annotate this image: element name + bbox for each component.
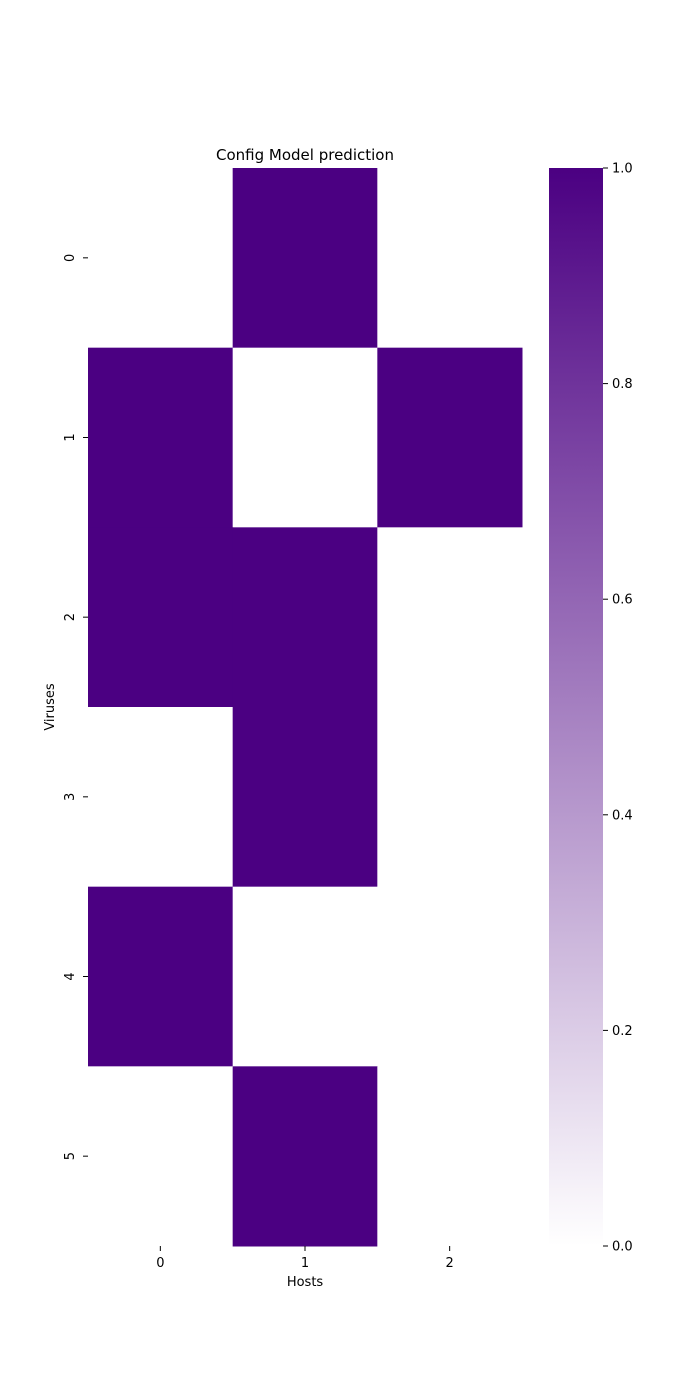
colorbar-tick-label: 1.0 [612,162,633,177]
heatmap-cell [232,347,378,528]
colorbar-tick-label: 0.4 [612,808,633,823]
colorbar-tick-label: 0.0 [612,1240,633,1255]
heatmap-cell [88,347,234,528]
heatmap-cell [377,527,523,708]
chart-title: Config Model prediction [216,146,394,164]
heatmap-cell [88,886,234,1067]
x-tick-label: 2 [446,1256,454,1271]
colorbar-tick-label: 0.2 [612,1024,633,1039]
x-tick-label: 0 [156,1256,164,1271]
heatmap-cell [377,168,523,349]
heatmap-cell [232,707,378,888]
heatmap-cell [232,886,378,1067]
y-axis: 0 1 2 3 4 5 [63,254,88,1160]
colorbar [549,168,603,1246]
heatmap-cell [232,168,378,349]
heatmap-cell [377,707,523,888]
x-axis-label: Hosts [287,1275,324,1290]
y-tick-label: 4 [63,972,78,980]
x-tick-label: 1 [301,1256,309,1271]
heatmap-cell [88,527,234,708]
y-tick-label: 1 [63,433,78,441]
heatmap-cell [88,1066,234,1247]
y-tick-label: 2 [63,613,78,621]
heatmap-cell [377,886,523,1067]
colorbar-axis: 0.0 0.2 0.4 0.6 0.8 1.0 [603,162,633,1255]
heatmap-cell [88,168,234,349]
heatmap-cells [88,168,523,1247]
y-tick-label: 5 [63,1152,78,1160]
colorbar-tick-label: 0.8 [612,377,633,392]
heatmap-cell [377,1066,523,1247]
y-axis-label: Viruses [43,683,58,731]
y-tick-label: 3 [63,793,78,801]
heatmap-cell [377,347,523,528]
heatmap-cell [232,527,378,708]
heatmap-cell [88,707,234,888]
y-tick-label: 0 [63,254,78,262]
x-axis: 0 1 2 [156,1246,454,1271]
colorbar-tick-label: 0.6 [612,593,633,608]
heatmap-cell [232,1066,378,1247]
